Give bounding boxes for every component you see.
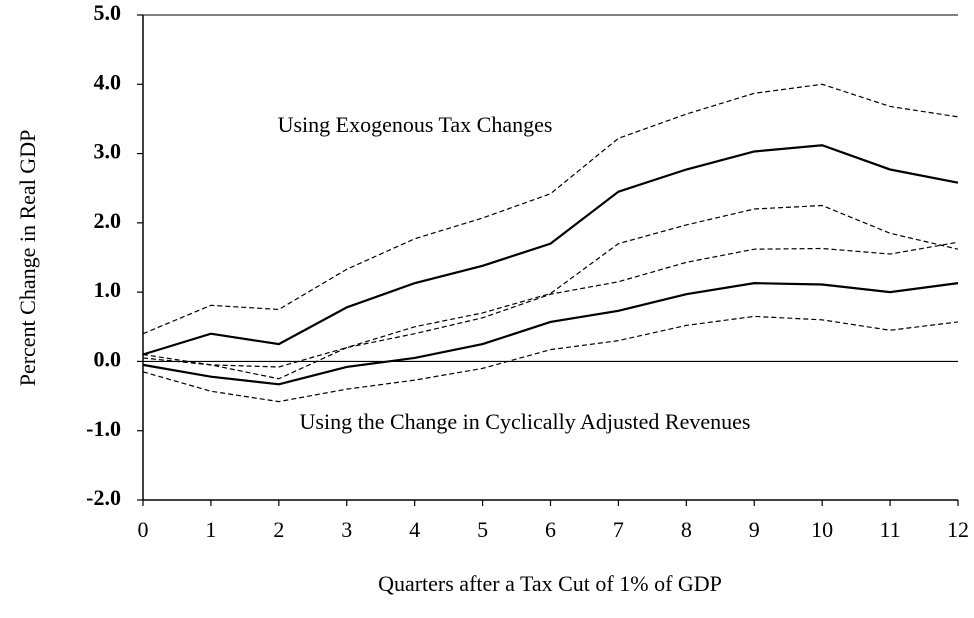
x-tick-label: 11 (879, 517, 900, 542)
x-axis-label: Quarters after a Tax Cut of 1% of GDP (378, 571, 722, 596)
series-line (142, 83, 959, 335)
x-tick-label: 9 (749, 517, 760, 542)
y-tick-label: 1.0 (94, 277, 122, 302)
series-line (142, 241, 959, 368)
y-tick-label: -2.0 (86, 485, 121, 510)
series-line (142, 315, 959, 403)
y-tick-label: -1.0 (86, 416, 121, 441)
x-tick-label: 6 (545, 517, 556, 542)
x-tick-label: 10 (811, 517, 833, 542)
x-tick-label: 5 (477, 517, 488, 542)
x-tick-label: 3 (341, 517, 352, 542)
annotation: Using Exogenous Tax Changes (278, 112, 553, 137)
y-tick-label: 2.0 (94, 208, 122, 233)
y-tick-label: 3.0 (94, 139, 122, 164)
x-tick-label: 4 (409, 517, 420, 542)
x-tick-label: 1 (205, 517, 216, 542)
x-tick-label: 7 (613, 517, 624, 542)
series-line (142, 204, 959, 380)
y-tick-label: 5.0 (94, 0, 122, 25)
x-tick-label: 8 (681, 517, 692, 542)
series-line (142, 144, 959, 356)
x-tick-label: 0 (138, 517, 149, 542)
series-line (142, 282, 959, 386)
y-tick-label: 4.0 (94, 69, 122, 94)
annotation: Using the Change in Cyclically Adjusted … (300, 409, 751, 434)
x-tick-label: 12 (947, 517, 969, 542)
y-tick-label: 0.0 (94, 346, 122, 371)
y-axis-label: Percent Change in Real GDP (15, 130, 40, 387)
x-tick-label: 2 (273, 517, 284, 542)
